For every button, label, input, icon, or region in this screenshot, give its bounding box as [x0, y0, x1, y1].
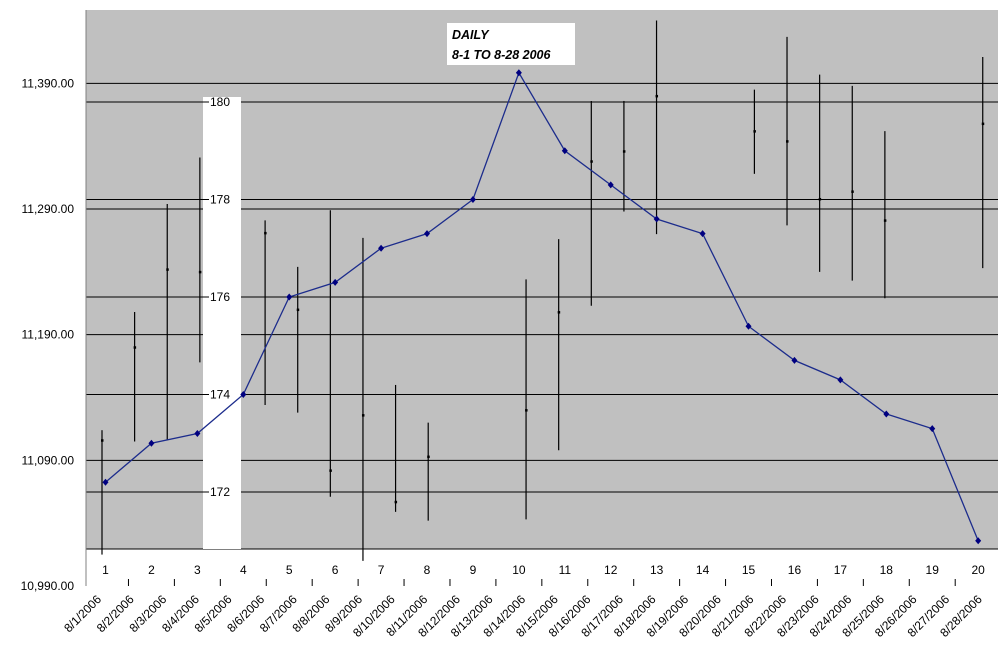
series-point: [791, 356, 798, 364]
left-tick-label: 11,190.00: [22, 328, 75, 342]
index-label: 2: [148, 563, 155, 577]
index-strip: 1 2 3 4 5 6 7 8 9 10 11 12 13 14 15 16 17 18 19 20: [86, 548, 998, 586]
index-label: 14: [696, 563, 710, 577]
hl-close-mark: [264, 231, 267, 235]
index-label: 12: [604, 563, 618, 577]
hl-close-mark: [525, 409, 528, 412]
hl-close-mark: [851, 190, 854, 193]
hl-close-mark: [329, 469, 332, 472]
series-point: [378, 244, 385, 252]
index-label: 7: [378, 563, 385, 577]
series-point: [102, 478, 109, 486]
series-point: [745, 322, 752, 330]
left-tick-label: 11,090.00: [22, 453, 75, 467]
right-tick-label: 180: [210, 95, 230, 109]
index-label: 9: [470, 563, 477, 577]
index-label: 20: [971, 563, 985, 577]
series-point: [469, 196, 476, 203]
index-label: 5: [286, 563, 293, 577]
hl-close-mark: [622, 150, 626, 153]
title-line-2: 8-1 TO 8-28 2006: [452, 48, 551, 62]
series-point: [332, 278, 339, 286]
right-tick-label: 174: [210, 388, 230, 402]
hl-close-mark: [883, 219, 887, 222]
hl-close-mark: [818, 197, 822, 201]
series-point: [653, 215, 660, 223]
title-box: [447, 23, 575, 65]
index-label: 18: [880, 563, 894, 577]
right-axis: 172 174 176 178 180: [203, 95, 230, 499]
index-label: 10: [512, 563, 526, 577]
hl-close-mark: [101, 439, 104, 442]
right-tick-label: 178: [210, 193, 230, 207]
left-tick-label: 11,290.00: [22, 202, 75, 216]
index-label: 13: [650, 563, 664, 577]
x-axis-dates: 8/1/20068/2/20068/3/20068/4/20068/5/2006…: [61, 592, 985, 640]
index-label: 4: [240, 563, 247, 577]
series-point: [286, 293, 293, 301]
hl-close-mark: [394, 500, 398, 504]
index-label: 1: [102, 563, 109, 577]
index-label: 17: [834, 563, 848, 577]
index-label: 15: [742, 563, 756, 577]
series-line: [102, 69, 982, 545]
series-polyline: [105, 71, 979, 541]
hl-close-mark: [753, 130, 756, 133]
hl-close-mark: [166, 268, 169, 271]
index-label: 8: [424, 563, 431, 577]
hl-close-mark: [981, 122, 985, 126]
hl-close-mark: [786, 140, 789, 143]
series-point: [515, 69, 522, 77]
right-tick-label: 172: [210, 485, 230, 499]
series-point: [148, 439, 155, 447]
left-tick-label: 11,390.00: [22, 76, 75, 90]
hl-close-mark: [198, 270, 202, 274]
series-point: [607, 181, 614, 189]
left-tick-label: 10,990.00: [21, 579, 75, 593]
series-point: [699, 230, 706, 238]
series-point: [883, 410, 890, 418]
series-point: [424, 230, 431, 238]
index-label: 3: [194, 563, 201, 577]
chart-title: DAILY 8-1 TO 8-28 2006: [447, 23, 575, 65]
hl-close-mark: [557, 311, 561, 314]
hl-close-mark: [427, 455, 430, 459]
title-line-1: DAILY: [452, 28, 490, 42]
right-tick-label: 176: [210, 290, 230, 304]
hl-close-mark: [361, 414, 365, 417]
hl-close-mark: [590, 160, 593, 163]
left-axis: 10,990.00 11,090.00 11,190.00 11,290.00 11,3…: [21, 76, 75, 593]
series-point: [929, 425, 936, 433]
index-label: 6: [332, 563, 339, 577]
series-point: [561, 147, 568, 155]
index-label: 11: [559, 563, 572, 577]
hl-close-mark: [133, 346, 137, 349]
right-axis-band: [203, 97, 241, 549]
index-label: 19: [926, 563, 940, 577]
series-point: [837, 376, 844, 384]
high-low-bars: [101, 20, 985, 561]
series-point: [975, 537, 982, 545]
hl-close-mark: [296, 308, 300, 312]
index-label: 16: [788, 563, 802, 577]
series-point: [194, 430, 201, 437]
hl-close-mark: [655, 94, 659, 98]
series-point: [240, 391, 247, 398]
